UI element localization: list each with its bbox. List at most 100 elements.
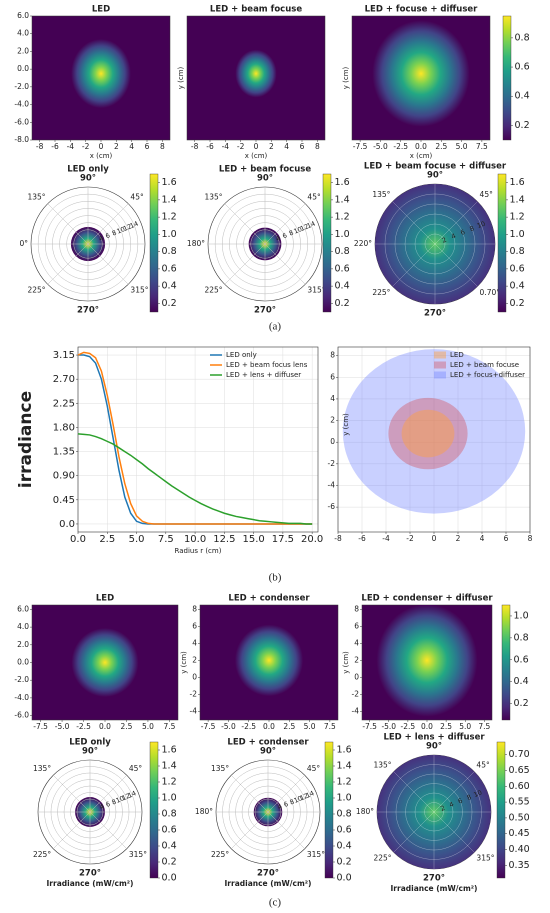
x-tick-label: -7.5: [201, 722, 216, 731]
colorbar-tick-label: 0.45: [509, 828, 530, 839]
x-tick-label: -7.5: [362, 722, 377, 731]
x-axis-label: x (cm): [90, 152, 113, 160]
polar-ring: [395, 773, 473, 851]
radial-tick-label: 4: [98, 234, 105, 243]
angle-label: 90°: [257, 174, 273, 184]
x-tick-label: -2.5: [401, 722, 416, 731]
colorbar-tick-label: 0.60: [509, 781, 530, 792]
y-tick-label: 6.0: [17, 604, 29, 613]
angle-label: 135°: [372, 190, 390, 199]
radial-tick-label: 4: [450, 232, 457, 241]
y-tick-label: -6: [328, 502, 336, 511]
colorbar: [501, 604, 511, 721]
angle-label: 180°: [356, 807, 374, 816]
chart-title: LED + beam focuse + diffuser: [364, 162, 507, 172]
colorbar-tick-label: 0.8: [514, 632, 529, 643]
x-tick-label: 20.0: [301, 534, 323, 545]
x-tick-label: -7.5: [33, 722, 48, 731]
x-tick-label: -8: [191, 142, 199, 151]
colorbar-tick-label: 0.4: [335, 281, 350, 292]
colorbar-tick-label: 0.4: [162, 281, 177, 292]
colorbar-tick-label: 0.40: [509, 844, 530, 855]
colorbar-tick-label: 1.6: [510, 177, 525, 188]
circle-region: [401, 409, 455, 458]
colorbar-tick-label: 0.8: [162, 809, 177, 820]
x-tick-label: -5.0: [221, 722, 236, 731]
polar-spoke: [47, 203, 89, 245]
polar-spoke: [392, 243, 436, 287]
colorbar-tick-label: 0.8: [335, 246, 350, 257]
x-tick-label: 2.5: [440, 722, 452, 731]
x-tick-label: 2: [456, 534, 461, 543]
colorbar-tick-label: 0.4: [337, 841, 352, 852]
x-tick-label: 8: [528, 534, 533, 543]
radial-tick-label: 14: [306, 220, 317, 231]
x-tick-label: 0.0: [263, 722, 275, 731]
x-tick-label: 6: [145, 142, 150, 151]
colorbar: [496, 741, 506, 879]
colorbar: [149, 173, 159, 313]
legend-swatch: [434, 361, 446, 369]
y-tick-label: 1.35: [53, 447, 75, 458]
polar-spoke: [433, 771, 475, 813]
chart-title: LED + focuse + diffuser: [365, 5, 479, 15]
legend-label: LED only: [226, 351, 257, 359]
radial-tick-label: 8: [469, 224, 476, 233]
colorbar-tick-label: 1.0: [514, 610, 529, 621]
colorbar-tick-label: 0.6: [337, 825, 352, 836]
x-tick-label: -2.5: [241, 722, 256, 731]
angle-label: 135°: [27, 192, 45, 201]
x-tick-label: -5.0: [373, 142, 388, 151]
x-tick-label: 8: [160, 142, 165, 151]
chart-title: LED only: [69, 738, 111, 748]
x-tick-label: 5.0: [304, 722, 316, 731]
y-tick-label: -4: [190, 706, 198, 715]
angle-label: 270°: [257, 869, 279, 879]
radial-tick-label: 6: [459, 228, 466, 237]
colorbar-tick-label: 1.2: [510, 212, 525, 223]
x-tick-label: 2: [269, 142, 274, 151]
circle-region: [342, 349, 526, 514]
legend-label: LED + beam focus lens: [226, 361, 308, 369]
spot: [234, 624, 304, 697]
y-tick-label: 0.45: [53, 495, 75, 506]
spot: [372, 20, 470, 127]
colorbar-tick-label: 1.0: [162, 793, 177, 804]
colorbar-tick-label: 0.55: [509, 797, 530, 808]
x-tick-label: 7.5: [158, 534, 174, 545]
colorbar: [497, 173, 507, 313]
y-tick-label: -6.0: [14, 117, 29, 126]
radial-tick-label: 12: [299, 222, 310, 233]
radial-tick-label: 4: [277, 803, 284, 812]
y-axis-label: irradiance: [16, 391, 36, 488]
y-tick-label: 0.0: [17, 64, 29, 73]
angle-label: 135°: [204, 192, 222, 201]
x-tick-label: 0: [99, 142, 104, 151]
polar-ring: [386, 764, 482, 860]
angle-label: 225°: [211, 850, 229, 859]
radial-tick-label: 6: [105, 800, 112, 809]
polar-spoke: [393, 771, 435, 813]
x-tick-label: 0: [432, 534, 437, 543]
colorbar: [502, 15, 512, 141]
x-tick-label: 6: [300, 142, 305, 151]
x-tick-label: 17.5: [272, 534, 294, 545]
colorbar-tick-label: 1.2: [162, 212, 177, 223]
colorbar-tick-label: 1.6: [335, 177, 350, 188]
radial-tick-label: 4: [275, 234, 282, 243]
polar-spoke: [433, 811, 475, 853]
x-tick-label: 7.5: [478, 722, 490, 731]
angle-label: 45°: [130, 192, 144, 201]
x-tick-label: -4: [222, 142, 230, 151]
x-tick-label: 4: [129, 142, 134, 151]
y-tick-label: 0: [192, 672, 197, 681]
y-tick-label: 6: [330, 372, 335, 381]
spot: [71, 39, 131, 109]
angle-label: 90°: [260, 747, 276, 757]
plot-frame: [337, 346, 531, 533]
polar-ring: [405, 783, 463, 841]
y-tick-label: 4: [192, 638, 197, 647]
radial-tick-label: 8: [111, 798, 118, 807]
legend-label: LED + lens + diffuser: [226, 371, 301, 379]
y-axis-label: y (cm): [342, 413, 350, 436]
